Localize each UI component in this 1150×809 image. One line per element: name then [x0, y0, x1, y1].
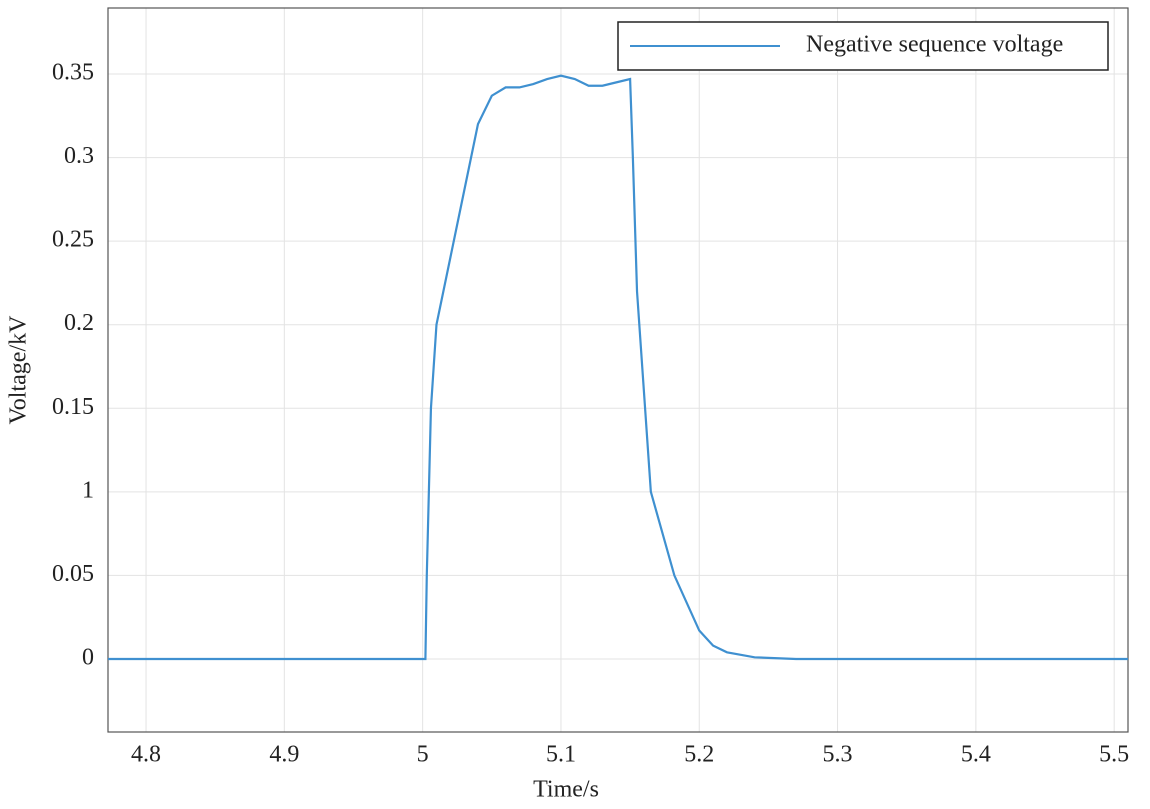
data-line	[108, 74, 1128, 661]
y-axis-label: Voltage/kV	[6, 315, 32, 425]
y-tick-label: 0.25	[52, 227, 94, 253]
x-tick-label: 4.8	[131, 742, 161, 768]
x-tick-label: 5.3	[823, 742, 853, 768]
x-tick-label: 4.9	[269, 742, 299, 768]
x-tick-label: 5.4	[961, 742, 991, 768]
y-tick-label: 1	[82, 477, 94, 503]
plot-frame	[107, 7, 1129, 733]
y-tick-label: 0.05	[52, 561, 94, 587]
y-tick-label: 0.35	[52, 60, 94, 86]
x-tick-label: 5.2	[684, 742, 714, 768]
x-tick-label: 5	[417, 742, 429, 768]
y-tick-label: 0.15	[52, 394, 94, 420]
y-tick-label: 0.3	[64, 143, 94, 169]
y-tick-label: 0.2	[64, 310, 94, 336]
x-tick-label: 5.5	[1099, 742, 1129, 768]
y-tick-label: 0	[82, 644, 94, 670]
x-axis-label: Time/s	[533, 777, 599, 803]
x-tick-label: 5.1	[546, 742, 576, 768]
legend-label: Negative sequence voltage	[806, 32, 1063, 58]
